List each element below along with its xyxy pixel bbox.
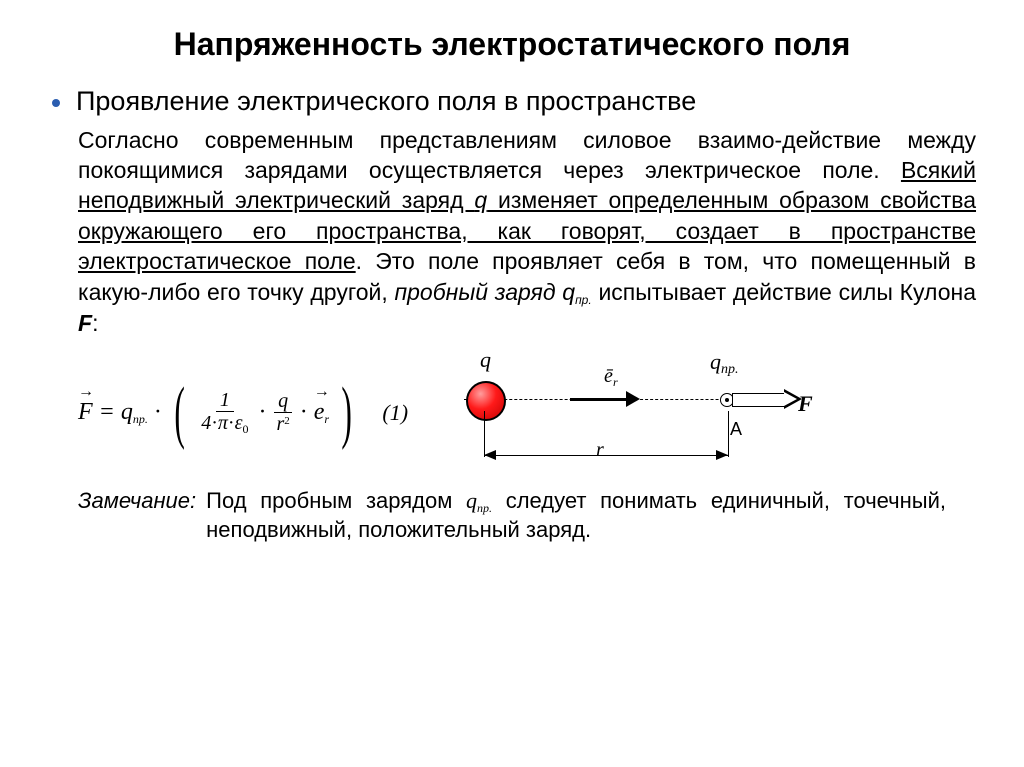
page-title: Напряженность электростатического поля: [48, 26, 976, 63]
text: Согласно современным представлениям сило…: [78, 127, 976, 183]
dimension-line: [484, 455, 728, 456]
label-q-probe: qпр.: [710, 349, 739, 378]
text: :: [92, 310, 98, 336]
equation-number: (1): [382, 400, 408, 426]
remark-lead: Замечание:: [78, 487, 196, 545]
q-pr: qпр.: [121, 399, 148, 427]
dim-arrow-left-icon: [484, 450, 496, 460]
label-r: r: [596, 439, 604, 462]
vec-F: F: [78, 399, 93, 426]
label-er: ēr: [604, 365, 618, 390]
bullet-text: Проявление электрического поля в простра…: [76, 85, 696, 119]
dim-arrow-right-icon: [716, 450, 728, 460]
label-A: A: [730, 419, 742, 440]
text: испытывает действие силы Кулона: [592, 279, 976, 305]
dot: ·: [154, 399, 162, 426]
label-q: q: [480, 347, 491, 373]
dot: ·: [258, 399, 266, 426]
force-arrow: [732, 389, 804, 409]
frac-1-4pe: 1 4·π·ε0: [197, 389, 252, 436]
equals: =: [99, 399, 115, 426]
force-diagram: q ēr qпр. F A r: [444, 353, 824, 473]
unit-vector-er: er: [314, 399, 329, 427]
remark-body: Под пробным зарядом qпр. следует понимат…: [206, 487, 946, 545]
slide: Напряженность электростатического поля П…: [0, 0, 1024, 545]
bullet-item: Проявление электрического поля в простра…: [48, 85, 976, 119]
unit-vector-arrow: [570, 391, 640, 407]
dot: ·: [300, 399, 308, 426]
bullet-icon: [52, 99, 60, 107]
frac-q-r2: q r2: [272, 390, 293, 435]
italic: пробный заряд qпр.: [394, 279, 591, 305]
coulomb-formula: F = qпр. · ( 1 4·π·ε0 · q r2 · er ) (1): [78, 389, 408, 436]
source-charge-icon: [466, 381, 506, 421]
figure-row: F = qпр. · ( 1 4·π·ε0 · q r2 · er ) (1) …: [78, 353, 976, 473]
force-symbol: F: [78, 310, 92, 336]
tick-right: [728, 411, 729, 457]
remark: Замечание: Под пробным зарядом qпр. след…: [78, 487, 946, 545]
body-paragraph: Согласно современным представлениям сило…: [78, 125, 976, 339]
